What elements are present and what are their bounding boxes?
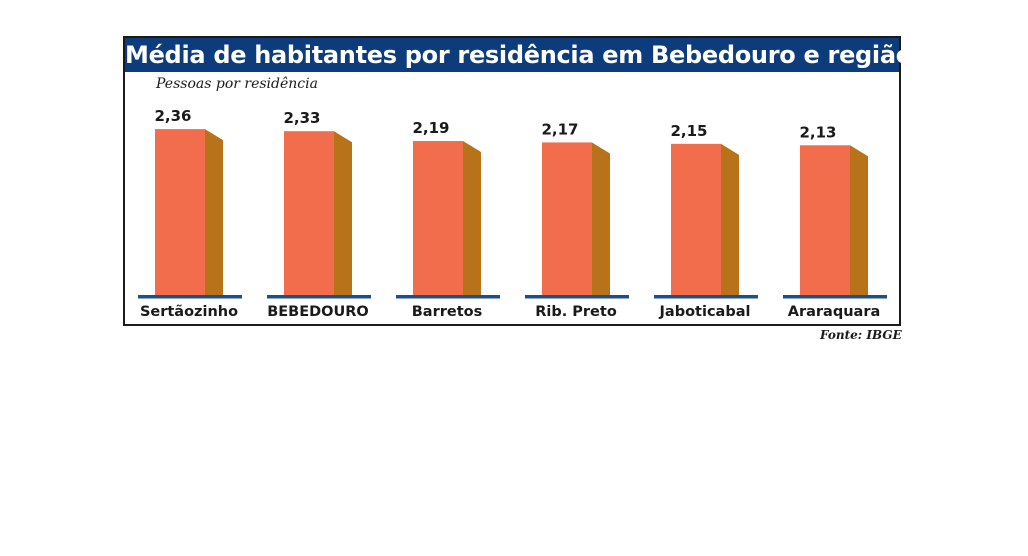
baseline-0: [138, 295, 242, 299]
bar-3: [542, 142, 592, 295]
baseline-1: [267, 295, 371, 299]
chart-frame: Média de habitantes por residência em Be…: [123, 36, 912, 326]
bar-1: [284, 131, 334, 295]
baseline-3: [525, 295, 629, 299]
baseline-4: [654, 295, 758, 299]
category-label-0: Sertãozinho: [140, 304, 238, 320]
category-label-4: Jaboticabal: [659, 304, 751, 320]
bar-5: [800, 145, 850, 295]
bar-side-2: [463, 141, 481, 295]
bar-2: [413, 141, 463, 295]
bar-side-0: [205, 129, 223, 295]
bar-side-3: [592, 142, 610, 295]
bar-side-4: [721, 143, 739, 295]
bar-side-1: [334, 131, 352, 295]
category-label-1: BEBEDOURO: [267, 304, 369, 320]
value-label-0: 2,36: [154, 107, 191, 125]
value-label-3: 2,17: [541, 120, 578, 138]
category-label-3: Rib. Preto: [535, 304, 617, 320]
bar-side-5: [850, 145, 868, 295]
bar-0: [155, 129, 205, 295]
chart-source: Fonte: IBGE: [820, 328, 902, 342]
chart-subtitle: Pessoas por residência: [156, 76, 318, 92]
bar-4: [671, 143, 721, 295]
category-label-2: Barretos: [412, 304, 483, 320]
category-label-5: Araraquara: [788, 304, 881, 320]
value-label-4: 2,15: [670, 122, 707, 140]
baseline-2: [396, 295, 500, 299]
value-label-1: 2,33: [283, 109, 320, 127]
chart-title: Média de habitantes por residência em Be…: [125, 38, 912, 72]
value-label-2: 2,19: [412, 119, 449, 137]
baseline-5: [783, 295, 887, 299]
value-label-5: 2,13: [799, 123, 836, 141]
